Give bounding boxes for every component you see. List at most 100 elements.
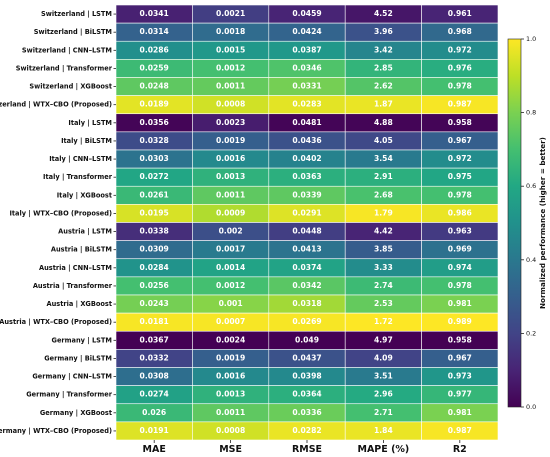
- cell-value-label: 2.85: [374, 63, 393, 72]
- cell-value-label: 0.0009: [216, 208, 245, 217]
- cell-value-label: 0.0308: [140, 372, 169, 381]
- cell-value-label: 0.0012: [216, 281, 245, 290]
- row-label: Switzerland | LSTM: [41, 10, 112, 19]
- cell-value-label: 4.97: [374, 335, 393, 344]
- cell-value-label: 0.978: [448, 190, 472, 199]
- cell-value-label: 4.09: [374, 353, 393, 362]
- cell-value-label: 3.42: [374, 45, 393, 54]
- cell-value-label: 0.0007: [216, 317, 245, 326]
- cell-value-label: 0.0272: [140, 172, 169, 181]
- cell-value-label: 0.0008: [216, 100, 245, 109]
- row-label: Switzerland | BiLSTM: [34, 28, 112, 37]
- cell-value-label: 0.0339: [292, 190, 321, 199]
- cell-value-label: 0.0336: [292, 408, 321, 417]
- cell-value-label: 0.969: [448, 245, 472, 254]
- cell-value-label: 0.978: [448, 82, 472, 91]
- cell-value-label: 0.0181: [140, 317, 169, 326]
- cell-value-label: 4.88: [374, 118, 393, 127]
- cell-value-label: 1.79: [374, 208, 393, 217]
- cell-value-label: 0.0191: [140, 426, 169, 435]
- cell-value-label: 0.967: [448, 353, 472, 362]
- cell-value-label: 0.987: [448, 426, 472, 435]
- column-label: MAPE (%): [358, 444, 410, 455]
- cell-value-label: 0.0011: [216, 190, 245, 199]
- cell-value-label: 1.87: [374, 100, 393, 109]
- cell-value-label: 0.0363: [292, 172, 321, 181]
- column-label: MAE: [143, 444, 166, 455]
- cell-value-label: 0.0413: [292, 245, 321, 254]
- cell-value-label: 3.54: [374, 154, 393, 163]
- cell-value-label: 0.0367: [140, 335, 169, 344]
- cell-value-label: 0.0481: [292, 118, 321, 127]
- cell-value-label: 0.049: [295, 335, 319, 344]
- cell-value-label: 0.967: [448, 136, 472, 145]
- column-label: RMSE: [292, 444, 322, 455]
- cell-value-label: 0.972: [448, 45, 472, 54]
- cell-value-label: 0.0015: [216, 45, 245, 54]
- cell-value-label: 2.74: [374, 281, 393, 290]
- row-label: Switzerland | CNN–LSTM: [22, 46, 112, 55]
- row-label: Germany | Transformer: [26, 391, 113, 400]
- cell-value-label: 0.0303: [140, 154, 169, 163]
- cell-value-label: 0.0436: [292, 136, 321, 145]
- row-label: Germany | LSTM: [52, 336, 112, 345]
- cell-value-label: 2.71: [374, 408, 393, 417]
- cell-value-label: 0.0256: [140, 281, 169, 290]
- cell-value-label: 0.981: [448, 299, 472, 308]
- cell-value-label: 0.026: [142, 408, 166, 417]
- colorbar-tick-label: 0.0: [526, 403, 536, 411]
- cell-value-label: 0.0019: [216, 353, 245, 362]
- cell-value-label: 4.52: [374, 9, 393, 18]
- row-label: Italy | BiLSTM: [61, 137, 112, 146]
- row-label: Austria | LSTM: [58, 228, 112, 237]
- cell-value-label: 4.42: [374, 227, 393, 236]
- cell-value-label: 0.0328: [140, 136, 169, 145]
- cell-value-label: 0.0195: [140, 208, 169, 217]
- cell-value-label: 0.0011: [216, 82, 245, 91]
- cell-value-label: 0.0314: [140, 27, 169, 36]
- cell-value-label: 0.0016: [216, 372, 245, 381]
- cell-value-label: 0.0021: [216, 9, 245, 18]
- row-label: Italy | LSTM: [68, 119, 112, 128]
- cell-value-label: 0.989: [448, 317, 472, 326]
- cell-value-label: 0.0364: [292, 390, 321, 399]
- cell-value-label: 1.72: [374, 317, 393, 326]
- cell-value-label: 0.961: [448, 9, 472, 18]
- row-label: Italy | Transformer: [43, 173, 113, 182]
- cell-value-label: 0.0024: [216, 335, 245, 344]
- cell-value-label: 0.0013: [216, 172, 245, 181]
- column-label: MSE: [219, 444, 242, 455]
- row-label: Germany | XGBoost: [40, 409, 112, 418]
- cell-value-label: 0.973: [448, 372, 472, 381]
- cell-value-label: 0.978: [448, 281, 472, 290]
- row-label: Austria | XGBoost: [47, 300, 113, 309]
- cell-value-label: 0.0269: [292, 317, 321, 326]
- row-label: Switzerland | Transformer: [16, 64, 113, 73]
- cell-value-label: 3.96: [374, 27, 393, 36]
- cell-value-label: 0.0011: [216, 408, 245, 417]
- cell-value-label: 2.96: [374, 390, 393, 399]
- cell-value-label: 0.0243: [140, 299, 169, 308]
- cell-value-label: 0.0013: [216, 390, 245, 399]
- cell-value-label: 0.0342: [292, 281, 321, 290]
- cell-value-label: 0.0398: [292, 372, 321, 381]
- cell-value-label: 4.05: [374, 136, 393, 145]
- cell-value-label: 0.0356: [140, 118, 169, 127]
- row-label: Switzerland | XGBoost: [29, 83, 112, 92]
- cell-value-label: 0.0008: [216, 426, 245, 435]
- cell-value-label: 0.0019: [216, 136, 245, 145]
- cell-value-label: 0.0023: [216, 118, 245, 127]
- cell-value-label: 1.84: [374, 426, 393, 435]
- cell-value-label: 0.958: [448, 118, 472, 127]
- cell-value-label: 0.0318: [292, 299, 321, 308]
- colorbar-tick-label: 0.2: [526, 329, 536, 337]
- column-label: R2: [453, 444, 467, 455]
- cell-value-label: 2.62: [374, 82, 393, 91]
- heatmap-cells: 0.0341 0.0021 0.0459 4.52 0.961 0.0314 0.0018 0…: [115, 4, 499, 441]
- row-label: Italy | CNN–LSTM: [49, 155, 112, 164]
- cell-value-label: 0.0331: [292, 82, 321, 91]
- cell-value-label: 0.0259: [140, 63, 169, 72]
- cell-value-label: 0.0338: [140, 227, 169, 236]
- cell-value-label: 0.986: [448, 208, 472, 217]
